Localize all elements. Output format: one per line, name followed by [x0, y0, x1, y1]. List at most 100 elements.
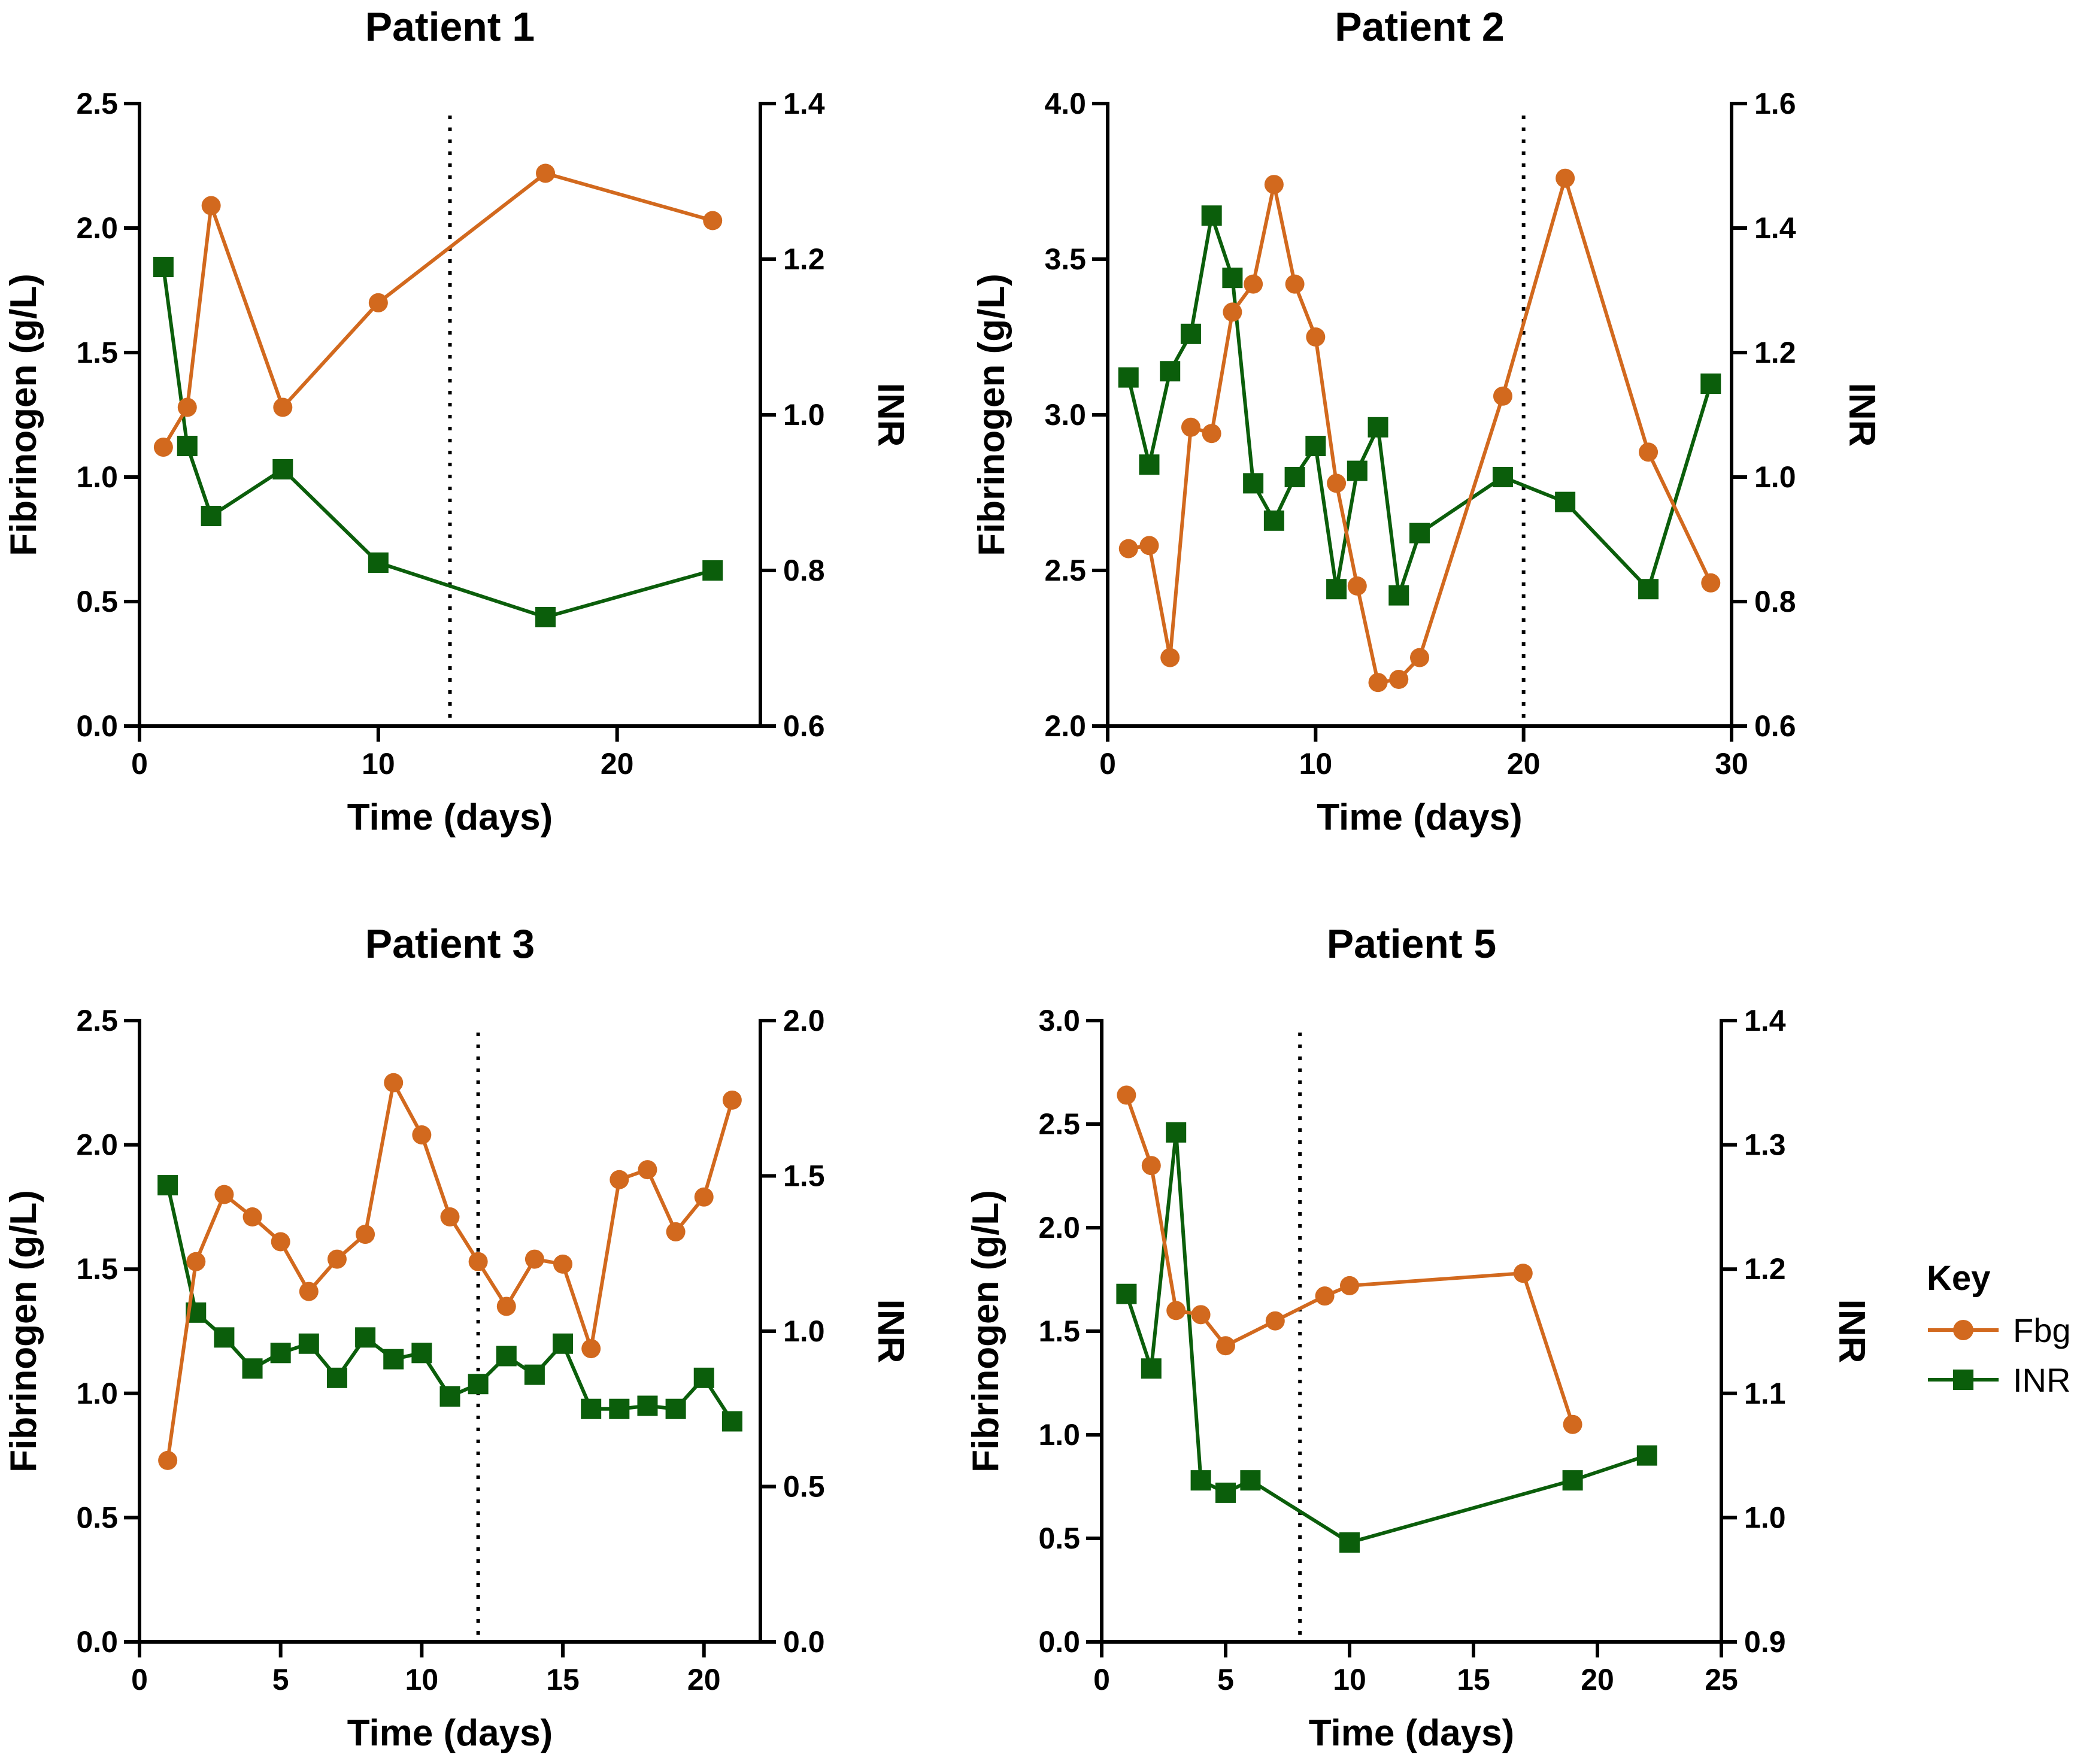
right-y-tick-label: 1.2: [783, 242, 825, 276]
left-y-tick-label: 1.0: [1038, 1418, 1080, 1452]
inr-point: [1326, 579, 1347, 600]
right-y-axis-label: INR: [870, 1300, 911, 1364]
fbg-point: [1639, 442, 1659, 462]
legend-item-inr: INR: [1928, 1361, 2070, 1399]
fbg-point: [496, 1297, 516, 1316]
left-y-tick-label: 0.5: [76, 585, 118, 618]
x-tick-label: 25: [1705, 1663, 1738, 1696]
x-tick-label: 5: [272, 1663, 289, 1696]
inr-point: [468, 1374, 489, 1395]
inr-point: [411, 1343, 432, 1364]
fbg-point: [1118, 539, 1138, 558]
inr-point: [693, 1367, 714, 1388]
fbg-point: [384, 1073, 404, 1092]
inr-point: [326, 1367, 347, 1388]
inr-point: [702, 560, 723, 581]
x-axis-label: Time (days): [1309, 1713, 1514, 1754]
left-y-tick-label: 1.0: [76, 460, 118, 494]
left-y-axis-label: Fibrinogen (g/L): [3, 274, 44, 556]
fbg-point: [186, 1252, 206, 1271]
inr-point: [1305, 436, 1326, 456]
left-y-tick-label: 2.0: [1044, 709, 1086, 743]
inr-point: [157, 1175, 178, 1196]
right-y-tick-label: 2.0: [783, 1004, 825, 1037]
fbg-point: [1202, 424, 1221, 444]
right-y-tick-label: 1.0: [1744, 1501, 1786, 1534]
inr-point: [272, 459, 293, 479]
fbg-point: [1327, 473, 1347, 493]
fbg-point: [412, 1125, 432, 1144]
inr-point: [177, 436, 198, 456]
inr-point: [637, 1395, 658, 1416]
inr-point: [1339, 1532, 1360, 1553]
fbg-point: [1160, 648, 1180, 667]
inr-point: [553, 1333, 574, 1354]
fbg-point: [722, 1090, 742, 1110]
fbg-point: [581, 1339, 601, 1359]
x-tick-label: 0: [1099, 747, 1116, 781]
inr-point: [201, 506, 222, 526]
left-y-axis-label: Fibrinogen (g/L): [965, 1190, 1006, 1472]
fbg-point: [1139, 536, 1159, 555]
left-y-tick-label: 2.0: [76, 1128, 118, 1162]
right-y-tick-label: 1.6: [1754, 87, 1796, 120]
fbg-point: [1285, 274, 1305, 294]
inr-point: [1160, 361, 1181, 382]
fbg-point: [1306, 327, 1326, 347]
inr-point: [721, 1411, 742, 1432]
fbg-point: [610, 1170, 629, 1189]
fbg-point: [1117, 1085, 1136, 1105]
legend: Key Fbg INR: [1927, 1259, 2071, 1399]
inr-point: [1636, 1445, 1657, 1466]
chart-panel-1: Patient 1 0.0 0.5 1.0 1.5 2.0 2.5 0.6 0.8 1.0 1.2 1…: [3, 4, 911, 838]
inr-point: [1263, 510, 1284, 531]
left-y-tick-label: 2.5: [76, 1004, 118, 1037]
fbg-point: [666, 1222, 686, 1241]
inr-point: [609, 1398, 630, 1419]
right-y-axis-label: INR: [870, 383, 911, 447]
fbg-point: [327, 1249, 347, 1269]
fbg-point: [356, 1225, 375, 1244]
fbg-point: [242, 1207, 262, 1227]
x-tick-label: 30: [1715, 747, 1748, 781]
right-y-tick-label: 1.2: [1754, 336, 1796, 369]
fbg-point: [153, 438, 173, 457]
right-y-tick-label: 1.2: [1744, 1252, 1786, 1286]
right-y-tick-label: 0.6: [783, 709, 825, 743]
x-tick-label: 15: [546, 1663, 580, 1696]
left-y-tick-label: 0.0: [76, 709, 118, 743]
fbg-point: [440, 1207, 460, 1227]
fbg-point: [1347, 576, 1367, 596]
right-y-tick-label: 1.3: [1744, 1128, 1786, 1162]
left-y-tick-label: 2.5: [1044, 554, 1086, 587]
right-y-tick-label: 1.5: [783, 1159, 825, 1193]
inr-point: [439, 1386, 460, 1407]
fbg-point: [1556, 168, 1575, 188]
fbg-point: [536, 163, 556, 183]
right-y-tick-label: 0.8: [1754, 585, 1796, 618]
left-y-tick-label: 2.0: [76, 211, 118, 245]
fbg-point: [524, 1249, 544, 1269]
fbg-point: [1244, 274, 1263, 294]
inr-point: [535, 607, 556, 627]
fbg-point: [553, 1254, 573, 1274]
inr-point: [270, 1343, 291, 1364]
right-y-tick-label: 0.6: [1754, 709, 1796, 743]
right-y-axis-label: INR: [1831, 1300, 1872, 1364]
fbg-point: [1264, 175, 1284, 195]
right-y-tick-label: 1.0: [783, 1314, 825, 1348]
fbg-point: [1181, 417, 1200, 437]
inr-point: [524, 1364, 545, 1385]
fbg-point: [177, 397, 197, 417]
left-y-tick-label: 2.5: [76, 87, 118, 120]
inr-point: [1215, 1482, 1236, 1503]
inr-point: [1201, 205, 1222, 226]
left-y-tick-label: 1.0: [76, 1377, 118, 1410]
inr-point: [1180, 323, 1201, 344]
fbg-point: [703, 211, 723, 230]
x-tick-label: 0: [131, 747, 148, 781]
left-y-tick-label: 3.5: [1044, 242, 1086, 276]
legend-fbg-label: Fbg: [2013, 1311, 2071, 1349]
right-y-axis-label: INR: [1841, 383, 1882, 447]
fbg-point: [1166, 1301, 1186, 1320]
